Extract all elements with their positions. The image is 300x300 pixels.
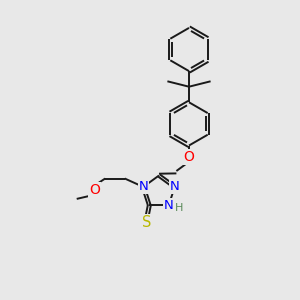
Text: O: O (89, 183, 100, 197)
Text: N: N (138, 180, 148, 194)
Text: H: H (175, 203, 184, 213)
Text: N: N (170, 180, 180, 194)
Text: S: S (142, 215, 152, 230)
Text: O: O (184, 150, 194, 164)
Text: N: N (164, 199, 174, 212)
